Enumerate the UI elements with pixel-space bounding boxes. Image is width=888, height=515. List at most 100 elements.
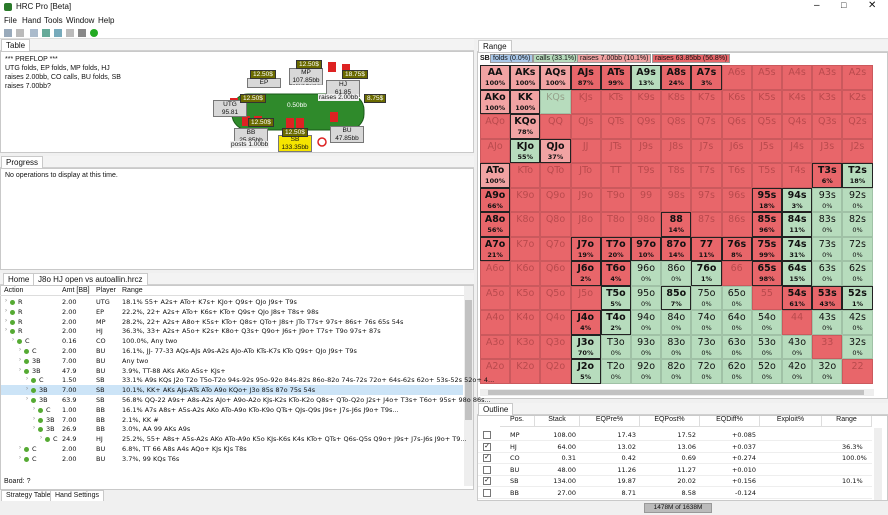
range-cell[interactable]: KJs	[570, 89, 601, 114]
tree-expander[interactable]: ›	[26, 386, 28, 393]
range-cell[interactable]: 87o 14%	[661, 236, 692, 261]
range-cell[interactable]: Q7s	[691, 114, 722, 139]
range-cell[interactable]: ATo 100%	[480, 163, 511, 188]
range-cell[interactable]: 65s 98%	[751, 261, 782, 286]
range-cell[interactable]: 32o 0%	[812, 359, 843, 384]
tree-expander[interactable]: ›	[5, 307, 7, 314]
range-cell[interactable]: Q6o	[540, 261, 571, 286]
range-cell[interactable]: Q4s	[782, 114, 813, 139]
range-cell[interactable]: T4o 2%	[600, 310, 631, 335]
range-cell[interactable]: 75o 0%	[691, 285, 722, 310]
range-cell[interactable]: A6s	[721, 65, 752, 90]
tree-expander[interactable]: ›	[5, 317, 7, 324]
range-cell[interactable]: AQs 100%	[540, 65, 571, 90]
range-cell[interactable]: 52o 0%	[751, 359, 782, 384]
range-cell[interactable]: 73s 0%	[812, 236, 843, 261]
range-cell[interactable]: KQo 78%	[510, 114, 541, 139]
range-cell[interactable]: 82s 0%	[842, 212, 873, 237]
range-cell[interactable]: 86s	[721, 212, 752, 237]
range-cell[interactable]: J2s	[842, 138, 873, 163]
range-cell[interactable]: T2s 18%	[842, 163, 873, 188]
range-cell[interactable]: J8o	[570, 212, 601, 237]
tree-expander[interactable]: ›	[19, 445, 21, 451]
range-cell[interactable]: J5s	[751, 138, 782, 163]
range-cell[interactable]: T3o 0%	[600, 334, 631, 359]
range-cell[interactable]: 55	[751, 285, 782, 310]
range-cell[interactable]: J4o 4%	[570, 310, 601, 335]
range-cell[interactable]: A3s	[812, 65, 843, 90]
range-cell[interactable]: KQs	[540, 89, 571, 114]
range-cell[interactable]: 62s 0%	[842, 261, 873, 286]
range-cell[interactable]: Q8o	[540, 212, 571, 237]
range-cell[interactable]: K4o	[510, 310, 541, 335]
range-cell[interactable]: AA 100%	[480, 65, 511, 90]
range-cell[interactable]: K7s	[691, 89, 722, 114]
range-cell[interactable]: 65o 0%	[721, 285, 752, 310]
range-cell[interactable]: 82o 0%	[661, 359, 692, 384]
range-cell[interactable]: JJ	[570, 138, 601, 163]
tree-expander[interactable]: ›	[19, 356, 21, 363]
range-cell[interactable]: K8o	[510, 212, 541, 237]
range-cell[interactable]: QJo 37%	[540, 138, 571, 163]
range-cell[interactable]: J6o 2%	[570, 261, 601, 286]
range-cell[interactable]: QJs	[570, 114, 601, 139]
range-cell[interactable]: T8s	[661, 163, 692, 188]
range-cell[interactable]: 93s 0%	[812, 187, 843, 212]
range-cell[interactable]: T9s	[631, 163, 662, 188]
range-cell[interactable]: AQo	[480, 114, 511, 139]
tree-expander[interactable]: ›	[5, 298, 7, 304]
range-cell[interactable]: 97s	[691, 187, 722, 212]
range-cell[interactable]: 77 11%	[691, 236, 722, 261]
range-cell[interactable]: AKo 100%	[480, 89, 511, 114]
range-cell[interactable]: K9s	[631, 89, 662, 114]
tree-expander[interactable]: ›	[12, 337, 14, 344]
checkbox[interactable]: ✓	[483, 477, 491, 485]
range-cell[interactable]: AJs 87%	[570, 65, 601, 90]
outline-tab[interactable]: Outline	[478, 403, 514, 415]
range-cell[interactable]: T4s	[782, 163, 813, 188]
bottom-tab[interactable]: Strategy Table	[1, 490, 56, 501]
range-cell[interactable]: K3s	[812, 89, 843, 114]
range-cell[interactable]: AKs 100%	[510, 65, 541, 90]
checkbox[interactable]	[483, 488, 491, 497]
range-cell[interactable]: 73o 0%	[691, 334, 722, 359]
menu-item[interactable]: Help	[98, 16, 115, 25]
range-cell[interactable]: Q8s	[661, 114, 692, 139]
range-cell[interactable]: 92o 0%	[631, 359, 662, 384]
range-cell[interactable]: 93o 0%	[631, 334, 662, 359]
range-cell[interactable]: 64s 15%	[782, 261, 813, 286]
menu-item[interactable]: Hand	[22, 16, 42, 25]
range-cell[interactable]: A7s 3%	[691, 65, 722, 90]
tool-button[interactable]	[16, 29, 24, 37]
range-cell[interactable]: 84o 0%	[661, 310, 692, 335]
range-cell[interactable]: K5s	[751, 89, 782, 114]
range-cell[interactable]: 42o 0%	[782, 359, 813, 384]
range-cell[interactable]: 96o 0%	[631, 261, 662, 286]
range-cell[interactable]: 53s 43%	[812, 285, 843, 310]
scrollbar-thumb[interactable]	[465, 300, 472, 420]
range-cell[interactable]: Q5s	[751, 114, 782, 139]
range-cell[interactable]: 74s 31%	[782, 236, 813, 261]
menu-item[interactable]: File	[4, 16, 17, 25]
range-cell[interactable]: 72o 0%	[691, 359, 722, 384]
range-cell[interactable]: J3s	[812, 138, 843, 163]
range-cell[interactable]: 76s 8%	[721, 236, 752, 261]
tool-button[interactable]	[54, 29, 62, 37]
range-cell[interactable]: K8s	[661, 89, 692, 114]
tree-expander[interactable]: ›	[40, 435, 42, 442]
range-cell[interactable]: K2s	[842, 89, 873, 114]
tool-button[interactable]	[90, 29, 98, 37]
range-cell[interactable]: J9s	[631, 138, 662, 163]
range-cell[interactable]: 96s	[721, 187, 752, 212]
range-cell[interactable]: QTs	[600, 114, 631, 139]
menu-item[interactable]: Window	[66, 16, 95, 25]
range-cell[interactable]: 85o 7%	[661, 285, 692, 310]
tree-expander[interactable]: ›	[19, 366, 21, 373]
range-cell[interactable]: 95s 18%	[751, 187, 782, 212]
checkbox[interactable]	[483, 465, 491, 474]
tree-expander[interactable]: ›	[26, 396, 28, 402]
range-cell[interactable]: T6s	[721, 163, 752, 188]
range-cell[interactable]: A9o 66%	[480, 187, 511, 212]
range-cell[interactable]: KTo	[510, 163, 541, 188]
range-cell[interactable]: J6s	[721, 138, 752, 163]
